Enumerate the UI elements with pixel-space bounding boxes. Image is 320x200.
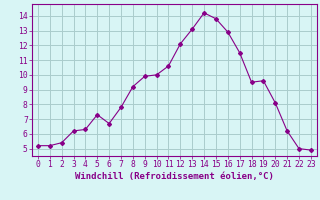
X-axis label: Windchill (Refroidissement éolien,°C): Windchill (Refroidissement éolien,°C) [75, 172, 274, 181]
